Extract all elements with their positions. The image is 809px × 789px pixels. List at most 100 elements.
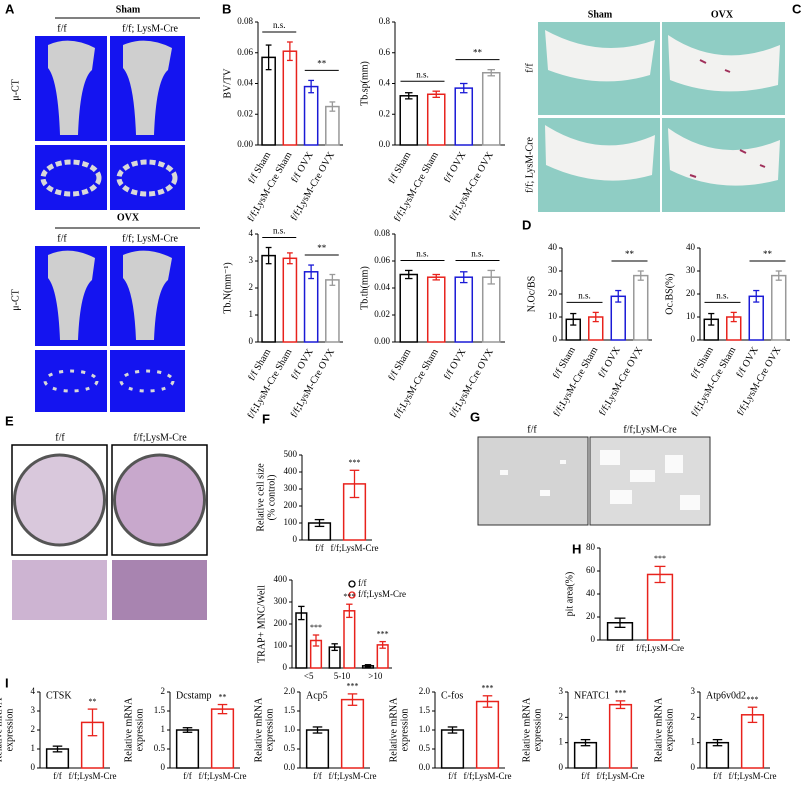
column-label: f/f: [57, 23, 67, 34]
chart-title: Atp6v0d2: [706, 690, 746, 701]
y-axis-label: expression: [399, 709, 410, 752]
y-tick-label: 0.00: [374, 336, 390, 346]
panel-letter: G: [470, 409, 480, 424]
y-tick-label: 2: [249, 282, 254, 292]
y-axis-label: Tb.sp(mm): [359, 61, 370, 106]
column-label: f/f;LysM-Cre: [133, 432, 187, 443]
bar: [282, 257, 298, 343]
microct-image: [35, 350, 107, 412]
x-tick-label: f/f;LysM-Cre OVX: [597, 344, 646, 417]
panel-letter: H: [572, 541, 581, 556]
y-axis-label: Relative mRNA: [521, 697, 532, 762]
significance-label: ***: [343, 592, 355, 601]
x-tick-label: >10: [368, 671, 383, 681]
y-tick-label: 40: [586, 588, 596, 598]
x-tick-label: f/f: [313, 771, 322, 781]
significance-label: ***: [349, 458, 361, 467]
x-tick-label: f/f: [183, 771, 192, 781]
y-tick-label: 0.08: [374, 228, 390, 238]
row-label: μ-CT: [10, 289, 21, 310]
y-tick-label: 0: [553, 334, 558, 344]
significance-label: n.s.: [416, 249, 429, 259]
y-tick-label: 1.5: [284, 705, 296, 715]
column-label: f/f; LysM-Cre: [122, 23, 178, 34]
y-tick-label: 0: [283, 662, 288, 672]
bar: [454, 87, 474, 146]
y-tick-label: 0.00: [237, 139, 253, 149]
x-tick-label: f/f: [713, 771, 722, 781]
panel-letter: E: [5, 413, 14, 428]
y-tick-label: 1: [249, 309, 254, 319]
bar: [610, 295, 626, 341]
significance-label: ***: [347, 682, 359, 691]
y-tick-label: 0.4: [379, 78, 391, 88]
y-tick-label: 80: [586, 542, 596, 552]
panel-letter: F: [262, 411, 270, 426]
y-axis-label: BV/TV: [222, 68, 233, 99]
x-tick-label: f/f: [616, 643, 625, 653]
y-tick-label: 300: [274, 596, 288, 606]
y-tick-label: 30: [686, 265, 696, 275]
bar: [175, 729, 200, 769]
y-tick-label: 400: [284, 466, 298, 476]
significance-label: ***: [747, 695, 759, 704]
bar: [475, 700, 500, 769]
bone-render: [123, 40, 172, 135]
bar: [426, 93, 446, 146]
x-tick-label: f/f OVX: [442, 149, 469, 184]
y-tick-label: 1: [161, 724, 166, 734]
y-axis-label: Relative mRNA: [253, 697, 264, 762]
y-tick-label: 2: [691, 711, 696, 721]
x-tick-label: f/f;LysM-Cre OVX: [289, 346, 338, 419]
y-tick-label: 40: [548, 242, 558, 252]
chart-title: Dcstamp: [176, 690, 212, 701]
y-tick-label: 1.0: [284, 724, 296, 734]
y-axis-label: expression: [664, 709, 675, 752]
y-axis-label: Relative mRNA: [0, 697, 4, 762]
significance-label: **: [317, 243, 327, 253]
significance-label: ***: [615, 689, 627, 698]
y-tick-label: 0.02: [374, 309, 390, 319]
y-tick-label: 0: [31, 762, 36, 772]
chart-title: CTSK: [46, 690, 72, 701]
column-label: f/f; LysM-Cre: [122, 233, 178, 244]
legend-label: f/f: [358, 578, 367, 588]
y-tick-label: 0: [591, 634, 596, 644]
bar: [646, 573, 674, 641]
y-axis-label: Relative cell size: [255, 463, 266, 532]
y-axis-label: Tb.N(mm⁻¹): [222, 262, 233, 313]
x-tick-label: f/f;LysM-Cre OVX: [289, 149, 338, 222]
x-tick-label: f/f;LysM-Cre: [331, 543, 379, 553]
trabecular-render: [119, 369, 175, 393]
y-tick-label: 400: [274, 574, 288, 584]
y-axis-label: expression: [4, 709, 15, 752]
y-axis-label: (% control): [266, 475, 277, 521]
y-tick-label: 0.0: [379, 139, 391, 149]
y-tick-label: 0.02: [237, 108, 253, 118]
y-tick-label: 3: [691, 686, 696, 696]
y-tick-label: 0: [691, 762, 696, 772]
micrograph: [112, 560, 207, 620]
bar: [399, 273, 419, 343]
y-tick-label: 2: [31, 724, 36, 734]
microct-image: [35, 145, 107, 210]
y-tick-label: 20: [586, 611, 596, 621]
y-tick-label: 0.06: [237, 47, 253, 57]
well: [113, 453, 206, 547]
y-tick-label: 0: [293, 534, 298, 544]
bar: [305, 729, 330, 769]
bar: [481, 71, 501, 146]
y-tick-label: 2.0: [284, 686, 296, 696]
panel-a: Sham f/f f/f; LysM-Cre μ-CT OVX f/f f/f;…: [10, 4, 200, 412]
y-tick-label: 1.5: [154, 705, 166, 715]
y-tick-label: 0: [249, 336, 254, 346]
x-tick-label: f/f;LysM-Cre: [636, 643, 684, 653]
x-tick-label: f/f;LysM-Cre: [69, 771, 117, 781]
row-label: μ-CT: [10, 79, 21, 100]
bar: [608, 703, 633, 769]
y-tick-label: 2: [161, 686, 166, 696]
x-tick-label: f/f: [53, 771, 62, 781]
y-axis-label: expression: [264, 709, 275, 752]
bar: [261, 56, 276, 146]
